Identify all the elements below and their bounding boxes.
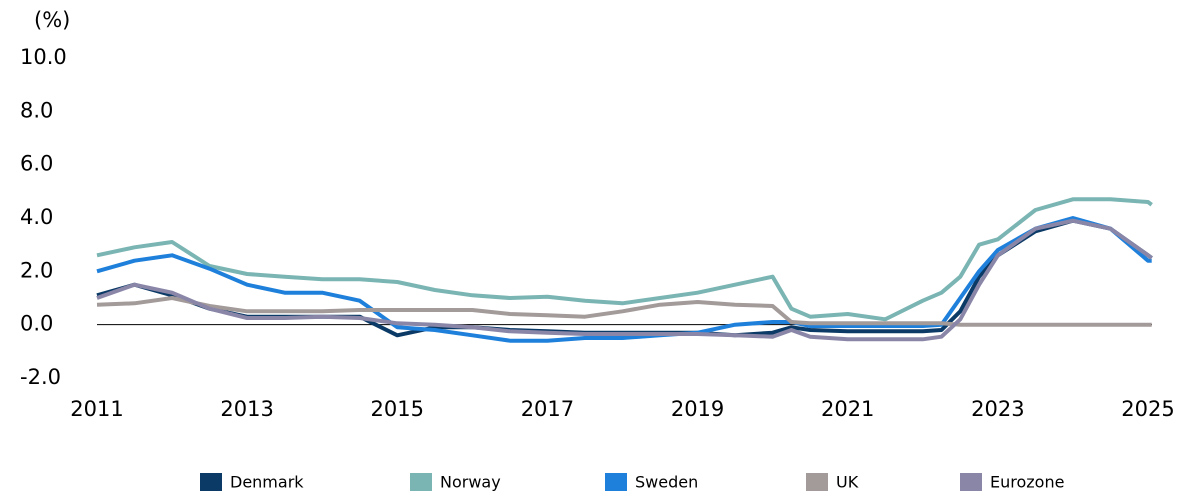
legend-label: UK [836, 473, 859, 492]
x-tick-label: 2021 [821, 397, 874, 421]
y-tick-label: 2.0 [20, 258, 53, 282]
y-tick-label: 10.0 [20, 45, 67, 69]
series-line [96, 216, 1152, 343]
legend-label: Norway [440, 473, 501, 492]
x-tick-label: 2011 [70, 397, 123, 421]
x-tick-label: 2015 [371, 397, 424, 421]
series-line [96, 197, 1153, 322]
y-tick-label: 6.0 [20, 152, 53, 176]
legend-label: Eurozone [990, 473, 1064, 492]
y-axis-label: (%) [34, 8, 70, 32]
y-tick-label: 0.0 [20, 312, 53, 336]
x-tick-label: 2013 [220, 397, 273, 421]
y-tick-label: 4.0 [20, 205, 53, 229]
series-line [96, 218, 1153, 342]
legend-swatch [806, 473, 828, 491]
legend-label: Denmark [230, 473, 304, 492]
legend-swatch [605, 473, 627, 491]
legend-label: Sweden [635, 473, 698, 492]
x-tick-label: 2017 [521, 397, 574, 421]
legend-swatch [200, 473, 222, 491]
series-line [96, 296, 1152, 327]
legend-swatch [960, 473, 982, 491]
x-tick-label: 2019 [671, 397, 724, 421]
x-tick-label: 2025 [1121, 397, 1174, 421]
x-tick-label: 2023 [971, 397, 1024, 421]
y-tick-label: 8.0 [20, 98, 53, 122]
y-tick-label: -2.0 [20, 365, 61, 389]
legend-swatch [410, 473, 432, 491]
